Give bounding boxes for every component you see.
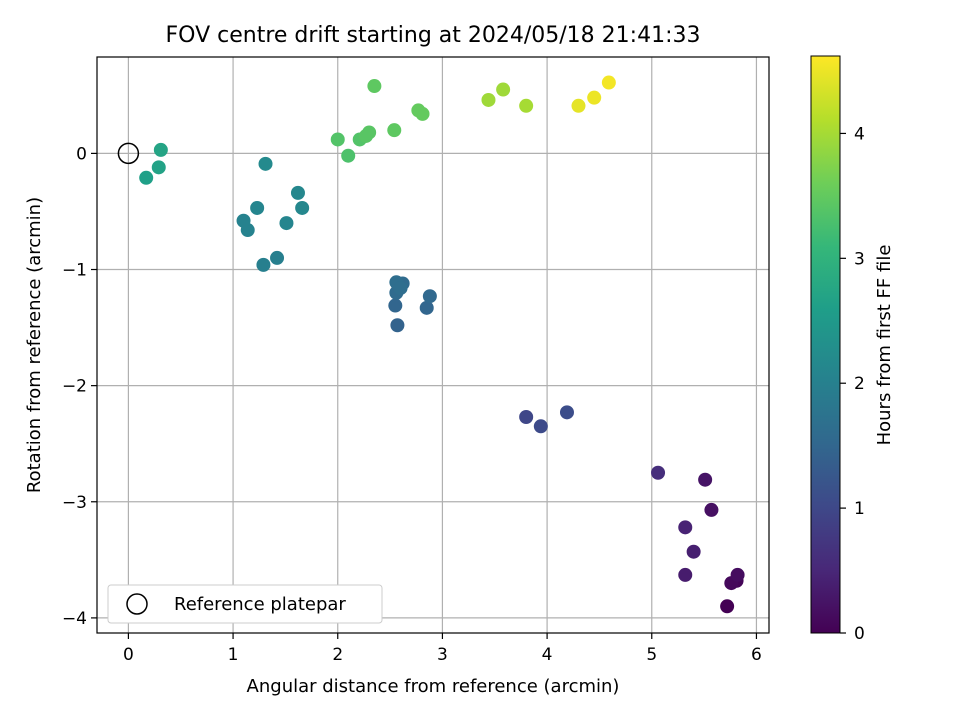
data-point xyxy=(651,465,666,480)
legend-label: Reference platepar xyxy=(174,594,346,615)
data-point xyxy=(139,170,154,185)
data-point xyxy=(270,250,285,265)
colorbar: 0 1 2 3 4 Hours from first FF file xyxy=(810,55,895,644)
legend: Reference platepar xyxy=(107,584,383,624)
y-tick-label: −2 xyxy=(62,377,87,397)
colorbar-tick-label: 0 xyxy=(854,624,865,644)
y-tick-label: −4 xyxy=(62,609,87,629)
y-tick-label: −1 xyxy=(62,261,87,281)
data-point xyxy=(419,300,434,315)
x-axis-ticks: 0 1 2 3 4 5 6 xyxy=(123,633,762,665)
x-tick-label: 4 xyxy=(542,645,553,665)
colorbar-tick-label: 4 xyxy=(854,124,865,144)
data-point xyxy=(519,98,534,113)
data-point xyxy=(415,106,430,121)
data-point xyxy=(481,92,496,107)
plot-frame xyxy=(96,56,770,634)
data-point xyxy=(496,82,511,97)
x-tick-label: 2 xyxy=(332,645,343,665)
y-axis-label: Rotation from reference (arcmin) xyxy=(24,197,45,493)
colorbar-ticks: 0 1 2 3 4 xyxy=(840,124,865,644)
data-point xyxy=(330,132,345,147)
data-points xyxy=(139,75,745,614)
data-point xyxy=(678,520,693,535)
data-point xyxy=(559,405,574,420)
data-point xyxy=(341,148,356,163)
data-point xyxy=(533,419,548,434)
data-point xyxy=(720,599,735,614)
data-point xyxy=(250,200,265,215)
data-point xyxy=(601,75,616,90)
data-point xyxy=(587,90,602,105)
colorbar-tick-label: 1 xyxy=(854,499,865,519)
data-point xyxy=(362,125,377,140)
colorbar-tick-label: 2 xyxy=(854,374,865,394)
data-point xyxy=(295,200,310,215)
data-point xyxy=(256,257,271,272)
data-point xyxy=(678,567,693,582)
data-point xyxy=(571,98,586,113)
x-tick-label: 6 xyxy=(751,645,762,665)
x-tick-label: 1 xyxy=(228,645,239,665)
data-point xyxy=(686,544,701,559)
data-point xyxy=(422,289,437,304)
reference-marker xyxy=(117,142,140,165)
x-tick-label: 3 xyxy=(437,645,448,665)
reference-point xyxy=(117,142,140,165)
data-point xyxy=(390,318,405,333)
grid xyxy=(97,57,769,633)
data-point xyxy=(258,156,273,171)
y-tick-label: −3 xyxy=(62,493,87,513)
data-point xyxy=(236,213,251,228)
y-tick-label: 0 xyxy=(76,144,87,164)
data-point xyxy=(730,567,745,582)
data-point xyxy=(279,216,294,231)
data-point xyxy=(153,142,168,157)
chart-title: FOV centre drift starting at 2024/05/18 … xyxy=(166,23,701,48)
legend-box xyxy=(107,584,383,624)
data-point xyxy=(519,410,534,424)
x-tick-label: 0 xyxy=(123,645,134,665)
data-point xyxy=(704,502,719,517)
legend-marker xyxy=(126,593,148,615)
colorbar-label: Hours from first FF file xyxy=(874,245,895,446)
colorbar-tick-label: 3 xyxy=(854,249,865,269)
colorbar-gradient xyxy=(810,55,841,634)
data-point xyxy=(290,185,305,200)
data-point xyxy=(387,123,402,138)
data-point xyxy=(151,160,166,175)
data-point xyxy=(393,281,408,296)
data-point xyxy=(367,79,382,94)
data-point xyxy=(388,298,403,313)
x-tick-label: 5 xyxy=(646,645,657,665)
y-axis-ticks: −4 −3 −2 −1 0 xyxy=(62,144,97,629)
data-point xyxy=(698,472,713,487)
x-axis-label: Angular distance from reference (arcmin) xyxy=(247,676,620,697)
